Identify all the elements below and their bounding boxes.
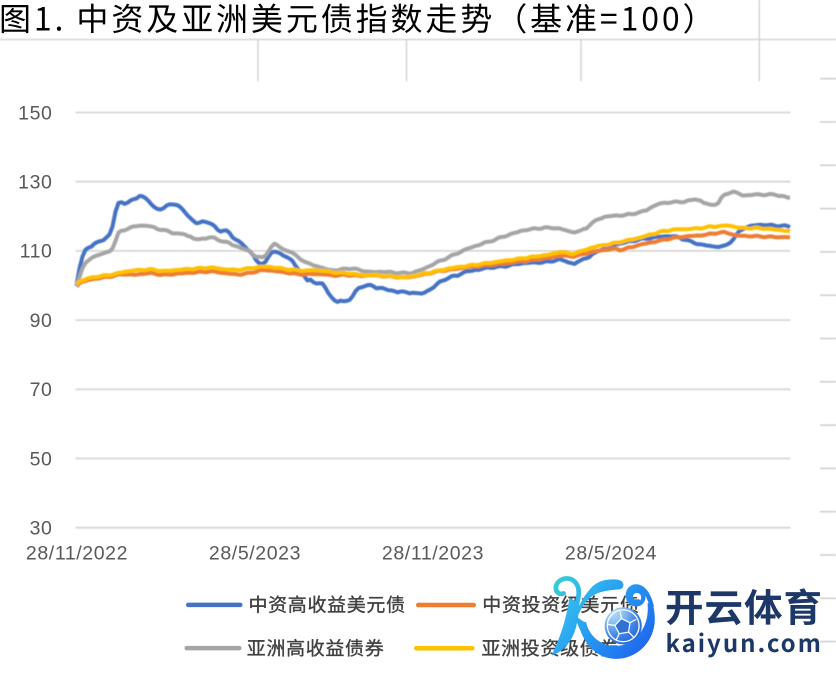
svg-text:图1. 中资及亚洲美元债指数走势（基准=100）: 图1. 中资及亚洲美元债指数走势（基准=100） [0, 0, 717, 41]
svg-text:28/5/2023: 28/5/2023 [209, 543, 301, 565]
svg-text:亚洲高收益债券: 亚洲高收益债券 [247, 634, 385, 661]
svg-text:130: 130 [18, 172, 52, 194]
svg-text:中资高收益美元债: 中资高收益美元债 [249, 591, 406, 618]
svg-text:110: 110 [20, 241, 53, 263]
svg-text:kaiyun.com: kaiyun.com [666, 624, 823, 659]
svg-text:150: 150 [18, 102, 52, 124]
svg-text:28/11/2022: 28/11/2022 [26, 543, 128, 565]
svg-text:50: 50 [30, 448, 53, 470]
svg-text:70: 70 [30, 379, 53, 401]
svg-text:90: 90 [30, 310, 53, 332]
svg-text:28/11/2023: 28/11/2023 [382, 543, 484, 565]
svg-text:28/5/2024: 28/5/2024 [565, 543, 657, 565]
svg-text:30: 30 [30, 518, 53, 540]
svg-text:开云体育: 开云体育 [665, 578, 823, 634]
